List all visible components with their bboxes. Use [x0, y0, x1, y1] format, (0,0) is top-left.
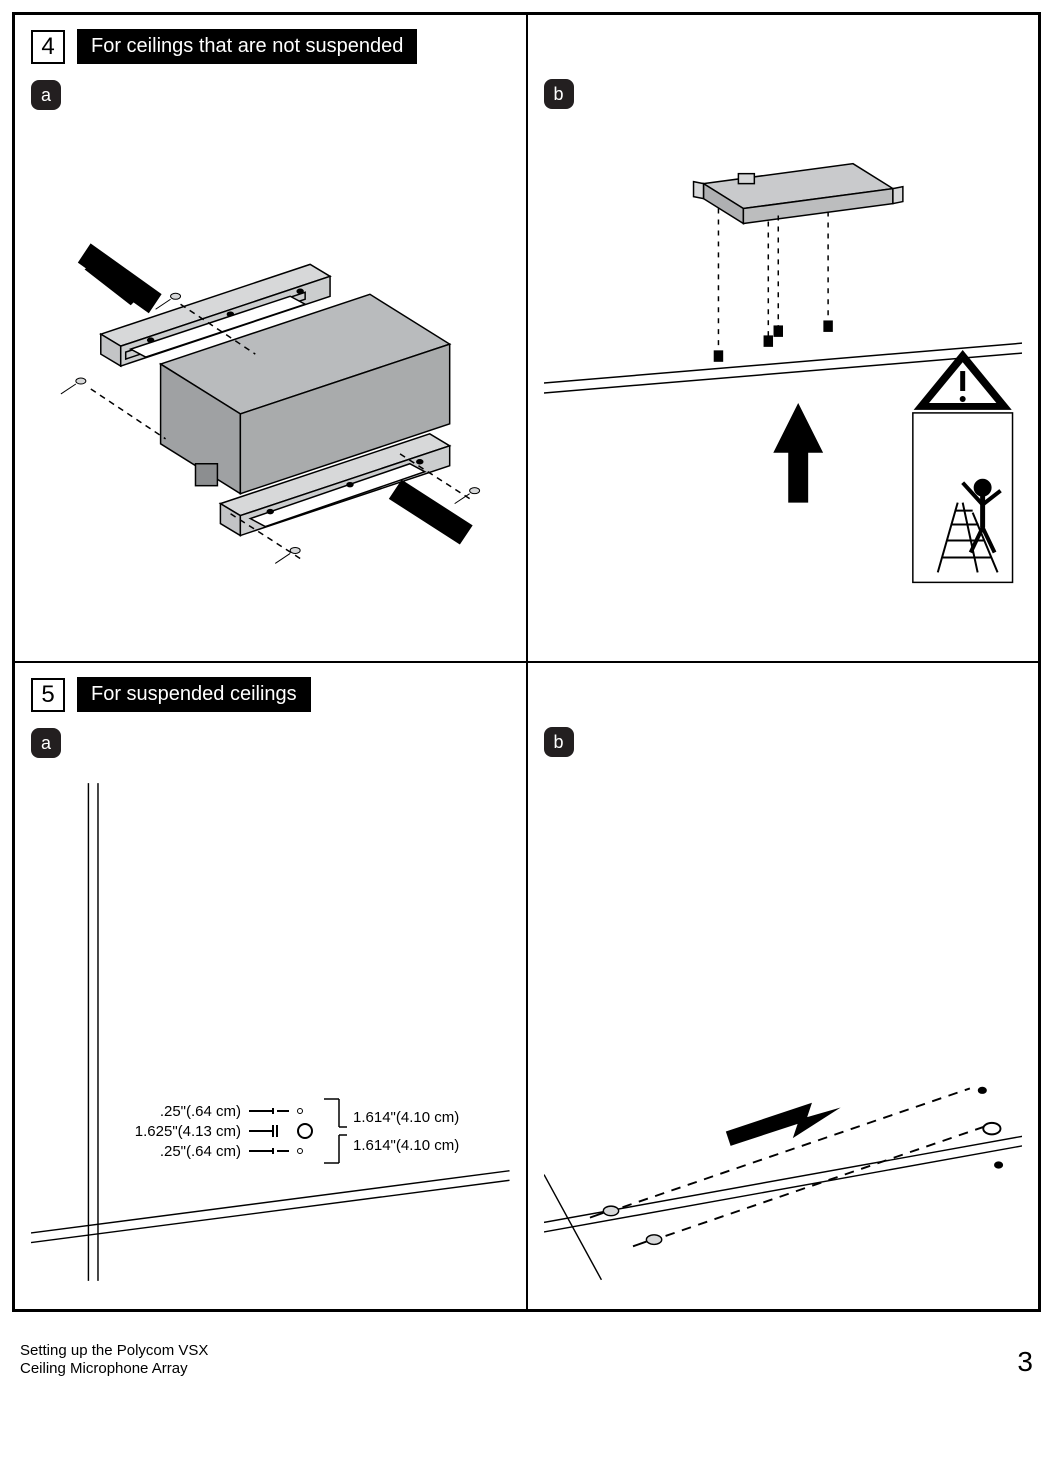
page-footer: Setting up the Polycom VSX Ceiling Micro… — [12, 1342, 1041, 1378]
step5-header: 5 For suspended ceilings — [31, 677, 510, 712]
measure-m5: 1.614"(4.10 cm) — [353, 1137, 459, 1154]
sub-badge-5a: a — [31, 728, 61, 758]
step4-title: For ceilings that are not suspended — [77, 29, 417, 64]
footer-text: Setting up the Polycom VSX Ceiling Micro… — [20, 1342, 208, 1378]
diagram-4a — [31, 120, 510, 648]
measure-m4: 1.614"(4.10 cm) — [353, 1109, 459, 1126]
cell-5b: b — [527, 662, 1040, 1310]
footer-line1: Setting up the Polycom VSX — [20, 1342, 208, 1360]
cell-5a: 5 For suspended ceilings a .25" — [14, 662, 527, 1310]
diagram-5a: .25"(.64 cm) 1.625"(4.13 cm) .25"(.64 cm… — [31, 768, 510, 1296]
step5-number: 5 — [31, 678, 65, 712]
cell-4b: b — [527, 14, 1040, 662]
measurement-cluster: .25"(.64 cm) 1.625"(4.13 cm) .25"(.64 cm… — [111, 1091, 459, 1171]
sub-badge-4b: b — [544, 79, 574, 109]
step5-title: For suspended ceilings — [77, 677, 311, 712]
measure-m2: 1.625"(4.13 cm) — [111, 1123, 241, 1140]
cell-4a: 4 For ceilings that are not suspended a — [14, 14, 527, 662]
measure-m3: .25"(.64 cm) — [111, 1143, 241, 1160]
diagram-5b — [544, 767, 1023, 1295]
sub-badge-4a: a — [31, 80, 61, 110]
diagram-4b — [544, 119, 1023, 647]
footer-line2: Ceiling Microphone Array — [20, 1360, 208, 1378]
page-number: 3 — [1017, 1346, 1033, 1378]
instruction-grid: 4 For ceilings that are not suspended a — [12, 12, 1041, 1312]
step4-number: 4 — [31, 30, 65, 64]
step4-header: 4 For ceilings that are not suspended — [31, 29, 510, 64]
measure-m1: .25"(.64 cm) — [111, 1103, 241, 1120]
sub-badge-5b: b — [544, 727, 574, 757]
